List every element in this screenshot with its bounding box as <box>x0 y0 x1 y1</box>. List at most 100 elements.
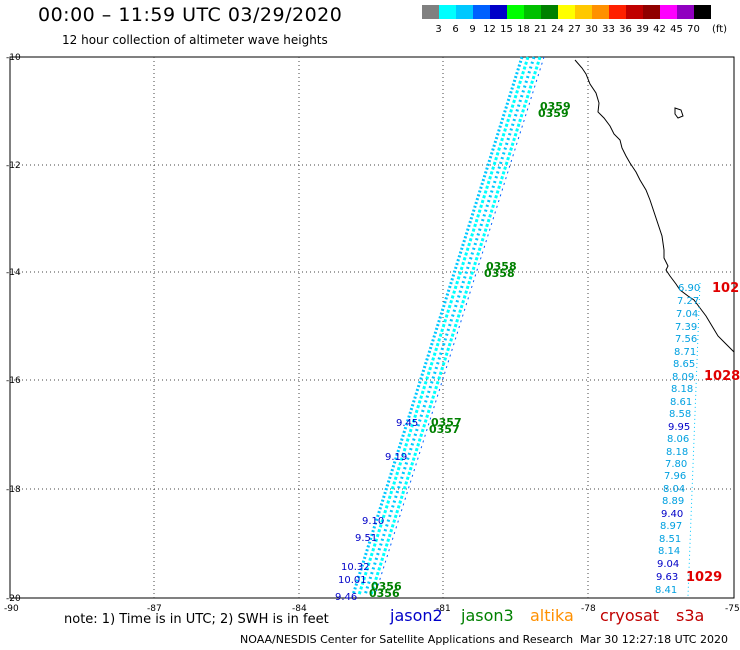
east-track-line <box>687 282 701 597</box>
east-value: 9.63 <box>656 572 678 583</box>
track-value: 9.45 <box>396 418 418 429</box>
pass-time-label: 0356 <box>371 580 402 593</box>
scale-label-9: 27 <box>568 24 581 35</box>
lat-label: -16 <box>6 376 21 386</box>
pass-time-label: 0357 <box>431 416 462 429</box>
scale-label-1: 3 <box>435 24 442 35</box>
scale-label-10: 30 <box>585 24 598 35</box>
east-value: 8.61 <box>670 397 692 408</box>
track-value: 10.01 <box>338 575 367 586</box>
pass-time-label: 0358 <box>484 267 515 280</box>
scale-label-14: 42 <box>653 24 666 35</box>
scale-unit: (ft) <box>712 24 728 35</box>
lon-label: -75 <box>725 604 740 614</box>
east-value: 7.39 <box>675 322 697 333</box>
credit-text: NOAA/NESDIS Center for Satellite Applica… <box>240 633 574 646</box>
scale-label-15: 45 <box>670 24 683 35</box>
east-value: 8.41 <box>655 585 677 596</box>
pass-time-label: 0358 <box>486 260 517 273</box>
east-value: 8.18 <box>671 384 693 395</box>
scale-swatch-13 <box>643 5 660 19</box>
scale-label-16: 70 <box>687 24 700 35</box>
lat-labels: -10 -12 -14 -16 -18 -20 <box>6 53 21 604</box>
legend-s3a: s3a <box>676 606 705 625</box>
red-label: 1028 <box>704 369 740 384</box>
scale-swatch-15 <box>677 5 694 19</box>
scale-swatch-10 <box>592 5 609 19</box>
lon-labels: -90 -87 -84 -81 -78 -75 <box>4 604 740 614</box>
scale-label-2: 6 <box>452 24 459 35</box>
scale-swatch-7 <box>541 5 558 19</box>
timestamp-text: Mar 30 12:27:18 UTC 2020 <box>580 633 728 646</box>
east-track-values: 6.90 7.27 7.04 7.39 7.56 8.71 8.65 8.09 … <box>655 283 700 596</box>
scale-label-5: 15 <box>500 24 513 35</box>
pass-time-labels: 0359 0359 0358 0358 0357 0357 0356 0356 <box>369 100 571 600</box>
east-value: 7.04 <box>676 309 698 320</box>
scale-label-4: 12 <box>483 24 496 35</box>
scale-swatch-6 <box>524 5 541 19</box>
red-labels: 102 1028 1029 <box>686 281 740 585</box>
scale-label-12: 36 <box>619 24 632 35</box>
east-value: 7.56 <box>675 334 697 345</box>
footnote: note: 1) Time is in UTC; 2) SWH is in fe… <box>64 612 329 627</box>
scale-swatch-2 <box>456 5 473 19</box>
pass-time-label: 0357 <box>429 423 460 436</box>
pass-time-label: 0359 <box>538 107 569 120</box>
lon-label: -90 <box>4 604 19 614</box>
east-value: 8.18 <box>666 447 688 458</box>
lon-label: -81 <box>436 604 451 614</box>
east-value: 9.04 <box>657 559 679 570</box>
scale-label-6: 18 <box>517 24 530 35</box>
legend-jason3: jason3 <box>461 606 514 625</box>
pass-time-label: 0356 <box>369 587 400 600</box>
scale-swatch-4 <box>490 5 507 19</box>
graticule <box>10 57 734 598</box>
scale-label-3: 9 <box>469 24 476 35</box>
east-value: 7.96 <box>664 471 686 482</box>
east-value: 8.65 <box>673 359 695 370</box>
scale-swatch-8 <box>558 5 575 19</box>
scale-label-8: 24 <box>551 24 564 35</box>
legend-jason2: jason2 <box>390 606 443 625</box>
east-value: 8.51 <box>659 534 681 545</box>
legend-altika: altika <box>530 606 574 625</box>
map-frame <box>9 56 735 599</box>
lat-label: -10 <box>6 53 21 63</box>
east-value: 8.09 <box>672 372 694 383</box>
scale-swatch-9 <box>575 5 592 19</box>
scale-swatch-1 <box>439 5 456 19</box>
scale-label-7: 21 <box>534 24 547 35</box>
satellite-track-band <box>351 56 545 596</box>
east-value: 8.14 <box>658 546 680 557</box>
east-value: 9.40 <box>661 509 683 520</box>
track-value: 9.19 <box>385 452 407 463</box>
east-value: 8.04 <box>663 484 685 495</box>
scale-swatch-3 <box>473 5 490 19</box>
scale-swatch-14 <box>660 5 677 19</box>
track-value: 9.10 <box>362 516 384 527</box>
east-value: 8.58 <box>669 409 691 420</box>
scale-swatch-16 <box>694 5 711 19</box>
scale-swatch-11 <box>609 5 626 19</box>
track-value: 9.51 <box>355 533 377 544</box>
east-value: 7.80 <box>665 459 687 470</box>
scale-swatch-5 <box>507 5 524 19</box>
red-label: 1029 <box>686 570 722 585</box>
scale-swatch-12 <box>626 5 643 19</box>
lat-label: -12 <box>6 161 21 171</box>
lat-label: -14 <box>6 268 21 278</box>
lon-label: -84 <box>292 604 307 614</box>
map-subtitle: 12 hour collection of altimeter wave hei… <box>62 33 328 47</box>
east-value: 7.27 <box>677 296 699 307</box>
east-value: 8.89 <box>662 496 684 507</box>
scale-label-13: 39 <box>636 24 649 35</box>
east-value: 6.90 <box>678 283 700 294</box>
pass-time-label: 0359 <box>540 100 571 113</box>
map-title: 00:00 – 11:59 UTC 03/29/2020 <box>38 4 343 26</box>
lat-label: -18 <box>6 485 21 495</box>
east-value: 8.97 <box>660 521 682 532</box>
track-value: 10.32 <box>341 562 370 573</box>
coastline <box>574 59 735 353</box>
track-value: 9.46 <box>335 592 357 603</box>
scale-swatch-0 <box>422 5 439 19</box>
